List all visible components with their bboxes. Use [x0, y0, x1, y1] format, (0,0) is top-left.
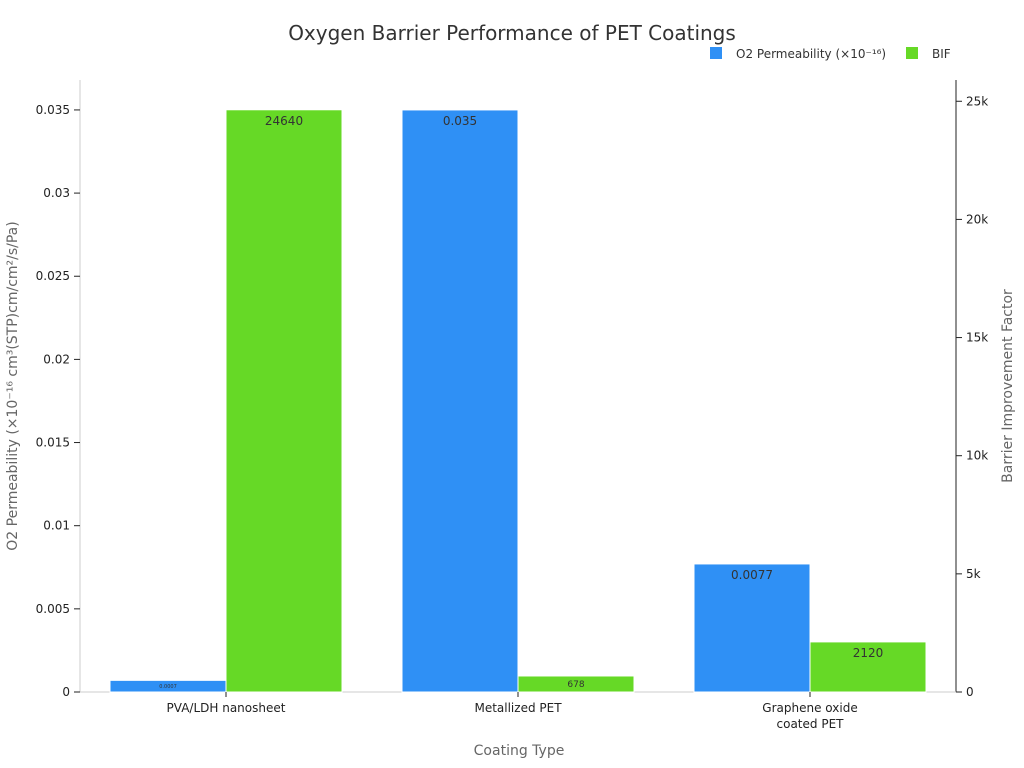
permeability-value-label: 0.0077	[731, 568, 773, 582]
bif-value-label: 24640	[265, 114, 303, 128]
right-axis-ticks: 0 5k 10k 15k 20k 25k	[956, 94, 988, 699]
permeability-bar	[401, 109, 519, 693]
bars: 0.0007 0.035 0.0077 24640 678 2120	[109, 109, 927, 693]
x-axis-title: Coating Type	[474, 743, 565, 759]
right-tick-label: 0	[966, 685, 974, 699]
category-label: PVA/LDH nanosheet	[167, 701, 286, 715]
left-tick-label: 0	[62, 685, 70, 699]
bif-bar	[225, 109, 343, 693]
legend: O2 Permeability (×10⁻¹⁶) BIF	[710, 47, 951, 61]
legend-swatch-permeability	[710, 47, 722, 59]
chart-title: Oxygen Barrier Performance of PET Coatin…	[288, 21, 736, 45]
left-tick-label: 0.005	[36, 602, 70, 616]
right-axis-title: Barrier Improvement Factor	[1000, 289, 1016, 483]
legend-swatch-bif	[906, 47, 918, 59]
left-tick-label: 0.015	[36, 436, 70, 450]
category-label: Graphene oxide	[762, 701, 857, 715]
right-tick-label: 20k	[966, 212, 988, 226]
left-axis-title: O2 Permeability (×10⁻¹⁶ cm³(STP)cm/cm²/s…	[5, 221, 21, 550]
permeability-value-label: 0.0007	[159, 684, 177, 690]
category-label: Metallized PET	[474, 701, 562, 715]
left-tick-label: 0.025	[36, 269, 70, 283]
permeability-value-label: 0.035	[443, 114, 477, 128]
bif-value-label: 2120	[853, 646, 884, 660]
permeability-bar	[693, 563, 811, 693]
right-tick-label: 10k	[966, 449, 988, 463]
legend-label-permeability: O2 Permeability (×10⁻¹⁶)	[736, 47, 886, 61]
left-tick-label: 0.03	[43, 186, 70, 200]
bif-value-label: 678	[567, 680, 584, 690]
bif-bar	[517, 675, 635, 693]
category-label: coated PET	[777, 717, 845, 731]
left-tick-label: 0.01	[43, 519, 70, 533]
left-axis-ticks: 0 0.005 0.01 0.015 0.02 0.025 0.03 0.035	[36, 103, 80, 699]
left-tick-label: 0.035	[36, 103, 70, 117]
right-tick-label: 15k	[966, 331, 988, 345]
bif-bar	[809, 641, 927, 693]
left-tick-label: 0.02	[43, 352, 70, 366]
right-tick-label: 5k	[966, 567, 981, 581]
category-labels: PVA/LDH nanosheet Metallized PET Graphene …	[167, 692, 858, 731]
legend-label-bif: BIF	[932, 47, 951, 61]
right-tick-label: 25k	[966, 94, 988, 108]
